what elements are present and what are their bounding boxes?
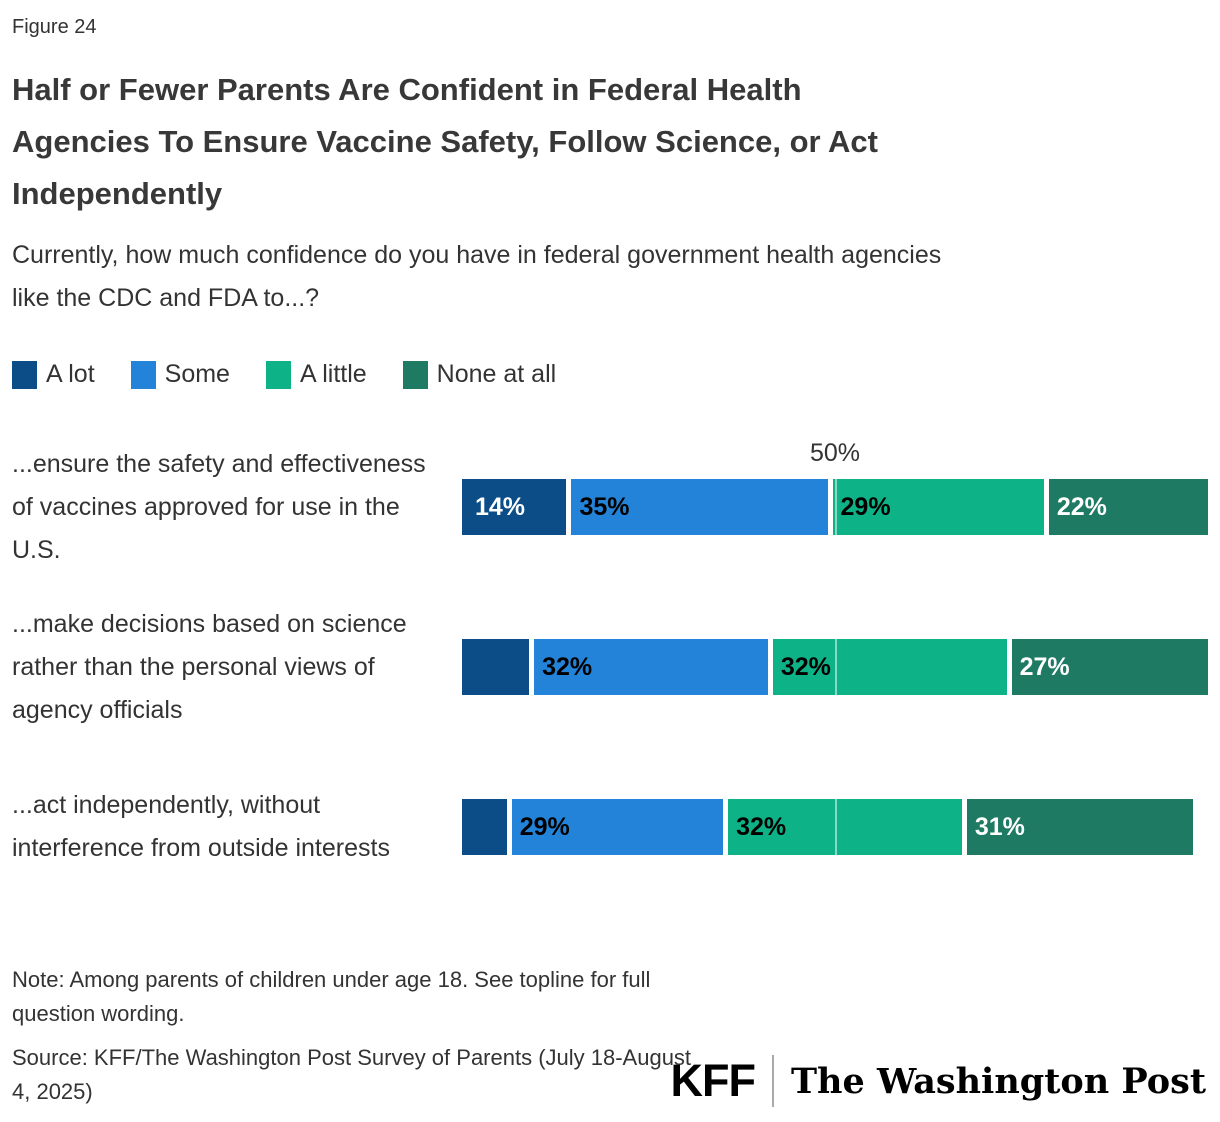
legend-label: A lot bbox=[46, 360, 95, 388]
bar-segment-some: 32% bbox=[529, 639, 768, 695]
legend-item-none-at-all: None at all bbox=[402, 360, 557, 389]
legend-item-some: Some bbox=[130, 360, 230, 389]
legend-label: None at all bbox=[436, 360, 557, 388]
category-label: ...ensure the safety and effectiveness o… bbox=[12, 449, 426, 564]
category-label: ...make decisions based on science rathe… bbox=[12, 609, 407, 724]
bar-segment-a-little: 29% bbox=[827, 479, 1044, 535]
legend-item-a-lot: A lot bbox=[12, 360, 95, 389]
bar-value-label: 29% bbox=[519, 812, 570, 841]
bar-value-label: 32% bbox=[736, 812, 787, 841]
washington-post-logo: The Washington Post bbox=[791, 1060, 1206, 1102]
legend-label: A little bbox=[299, 360, 367, 388]
bar-value-label: 32% bbox=[542, 652, 593, 681]
title-line-3: Independently bbox=[12, 176, 223, 211]
bar-value-label: 22% bbox=[1056, 492, 1107, 521]
bar-segment-some: 29% bbox=[506, 799, 724, 855]
bar-segment-none-at-all: 31% bbox=[961, 799, 1194, 855]
footer: Note: Among parents of children under ag… bbox=[12, 963, 1208, 1109]
bar-value-label: 27% bbox=[1019, 652, 1070, 681]
gridline-50pct bbox=[835, 639, 837, 695]
bar-segment-none-at-all: 27% bbox=[1006, 639, 1208, 695]
bar-value-label: 29% bbox=[840, 492, 891, 521]
gridline-50pct bbox=[835, 479, 837, 535]
legend-swatch-some bbox=[130, 360, 156, 389]
note: Note: Among parents of children under ag… bbox=[12, 967, 651, 1026]
source: Source: KFF/The Washington Post Survey o… bbox=[12, 1045, 692, 1104]
chart-row: ...ensure the safety and effectiveness o… bbox=[12, 439, 1208, 564]
axis-label-50pct: 50% bbox=[809, 439, 861, 467]
chart-row: ...make decisions based on science rathe… bbox=[12, 610, 1208, 724]
legend-swatch-a-lot bbox=[12, 360, 37, 389]
bar-segment-a-little: 32% bbox=[767, 639, 1007, 695]
logos: KFF The Washington Post bbox=[671, 1055, 1206, 1107]
bar-value-label: 31% bbox=[974, 812, 1025, 841]
legend-item-a-little: A little bbox=[265, 360, 367, 389]
title-line-1: Half or Fewer Parents Are Confident in F… bbox=[12, 72, 802, 107]
bar-value-label: 32% bbox=[780, 652, 831, 681]
legend: A lot Some A little None at all bbox=[12, 360, 1208, 389]
gridline-50pct bbox=[835, 799, 837, 855]
legend-swatch-a-little bbox=[265, 360, 291, 389]
page-title: Half or Fewer Parents Are Confident in F… bbox=[12, 64, 1208, 220]
bar: 32% 32% 27% bbox=[462, 639, 1208, 695]
bar-segment-some: 35% bbox=[566, 479, 828, 535]
bar-segment-a-lot bbox=[462, 639, 530, 695]
bar-value-label: 35% bbox=[579, 492, 630, 521]
bar-segment-a-lot: 14% bbox=[462, 479, 567, 535]
legend-swatch-none-at-all bbox=[402, 360, 428, 389]
bar: 50% 14% 35% 29% 22% bbox=[462, 439, 1208, 535]
kff-logo: KFF bbox=[670, 1055, 756, 1106]
logo-divider bbox=[772, 1055, 774, 1107]
bar-segment-a-lot bbox=[462, 799, 507, 855]
bar-value-label: 14% bbox=[475, 492, 526, 521]
bar-segment-a-little: 32% bbox=[723, 799, 962, 855]
figure-label: Figure 24 bbox=[12, 16, 97, 38]
title-line-2: Agencies To Ensure Vaccine Safety, Follo… bbox=[12, 124, 878, 159]
chart-row: ...act independently, without interferen… bbox=[12, 791, 1208, 862]
bar: 29% 32% 31% bbox=[462, 799, 1208, 855]
category-label: ...act independently, without interferen… bbox=[12, 791, 390, 862]
stacked-bar-chart: ...ensure the safety and effectiveness o… bbox=[12, 439, 1208, 862]
subtitle: Currently, how much confidence do you ha… bbox=[12, 241, 942, 312]
legend-label: Some bbox=[164, 360, 230, 388]
bar-segment-none-at-all: 22% bbox=[1043, 479, 1208, 535]
